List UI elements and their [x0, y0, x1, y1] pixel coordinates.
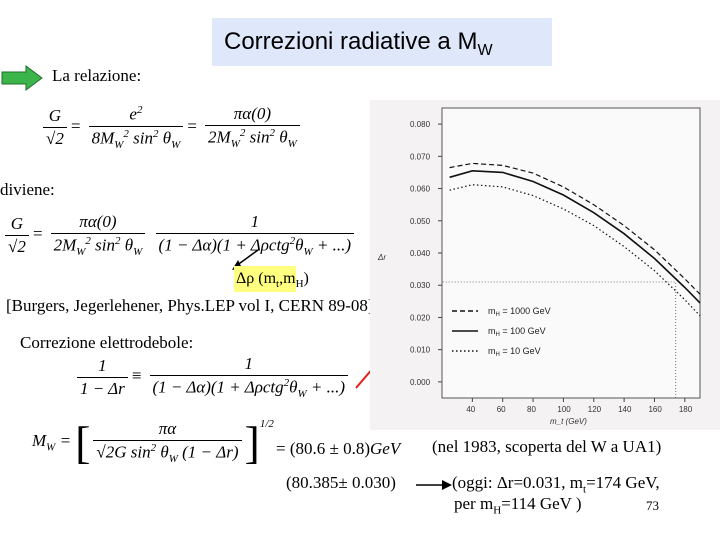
- slide-title: Correzioni radiative a MW: [224, 28, 493, 59]
- delta-rho-label: Δρ (mt,mH): [236, 270, 309, 291]
- y-tick-label: 0.050: [410, 217, 431, 226]
- oggi-line: (oggi: Δr=0.031, mt=174 GeV,: [452, 473, 660, 496]
- equation-mw: MW = [ πα √2G sin2 θW (1 − Δr) ] 1/2: [32, 417, 274, 468]
- y-tick-label: 0.030: [410, 281, 431, 290]
- y-tick-label: 0.060: [410, 185, 431, 194]
- y-tick-label: 0.010: [410, 346, 431, 355]
- right-arrow-icon: [416, 480, 452, 490]
- y-tick-label: 0.080: [410, 120, 431, 129]
- title-box: [212, 18, 552, 66]
- x-tick-label: 140: [618, 405, 632, 414]
- note-1983: (nel 1983, scoperta del W a UA1): [432, 437, 662, 456]
- legend: mH = 1000 GeV mH = 100 GeV mH = 10 GeV: [452, 306, 551, 358]
- x-tick-label: 160: [648, 405, 662, 414]
- equation-relation: G √2 = e2 8MW2 sin2 θW = πα(0) 2MW2 sin2 θW: [40, 104, 303, 151]
- curves: [442, 162, 701, 398]
- green-arrow-icon: [1, 65, 43, 91]
- diviene-label: diviene:: [0, 180, 55, 199]
- legend-label: mH = 10 GeV: [488, 346, 541, 358]
- reference-citation: [Burgers, Jegerlehener, Phys.LEP vol I, …: [6, 296, 374, 315]
- series-line-2: [449, 169, 701, 304]
- legend-label: mH = 100 GeV: [488, 326, 546, 338]
- x-tick-label: 80: [527, 405, 536, 414]
- x-tick-label: 100: [557, 405, 571, 414]
- x-tick-label: 40: [466, 405, 475, 414]
- delta-r-chart: 0.080 0.070 0.060 0.050 0.040 0.030 0.020 0.010…: [370, 100, 720, 430]
- per-line: per mH=114 GeV ): [454, 494, 582, 517]
- measured-value: (80.385± 0.030): [286, 473, 396, 492]
- y-axis: 0.080 0.070 0.060 0.050 0.040 0.030 0.020 0.010…: [410, 120, 442, 387]
- y-tick-label: 0.040: [410, 249, 431, 258]
- mw-result: = (80.6 ± 0.8)GeV: [276, 439, 401, 458]
- y-axis-label: Δr: [377, 253, 386, 262]
- equation-diviene: G √2 = πα(0) 2MW2 sin2 θW 1 (1 − Δα)(1 + Δρc…: [2, 212, 357, 258]
- page-number: 73: [646, 498, 659, 513]
- correzione-label: Correzione elettrodebole:: [20, 333, 194, 352]
- x-tick-label: 180: [679, 405, 693, 414]
- x-tick-label: 60: [497, 405, 506, 414]
- x-axis-label: m_t (GeV): [550, 417, 587, 426]
- delta-rho-highlight: [234, 266, 296, 292]
- y-tick-label: 0.020: [410, 313, 431, 322]
- series-line-1: [449, 162, 701, 295]
- x-axis: 40 60 80 100 120 140 160 180: [466, 398, 693, 414]
- legend-label: mH = 1000 GeV: [488, 306, 551, 318]
- relazione-label: La relazione:: [52, 66, 142, 85]
- x-tick-label: 120: [588, 405, 602, 414]
- y-tick-label: 0.070: [410, 152, 431, 161]
- y-tick-label: 0.000: [410, 378, 431, 387]
- plot-area: [441, 107, 701, 399]
